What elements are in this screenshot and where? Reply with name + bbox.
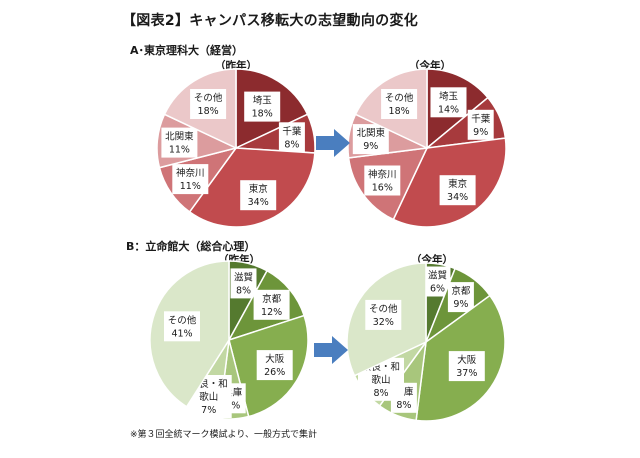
slice-label-box-a-this-0 [430,87,467,118]
slice-label-box-b-this-2 [448,351,485,382]
right-arrow-icon-1 [316,129,350,157]
pie-chart-b-last: 滋賀 8%京都 12%大阪 26%兵庫 6%奈良・和歌山 7%その他 41% [149,260,309,420]
slice-label-a-last-4: 北関東 11% [165,131,194,156]
slice-label-a-last-1: 千葉 8% [282,125,302,150]
slice-label-box-a-last-1 [278,122,305,153]
chart-title: 【図表2】キャンパス移転大の志望動向の変化 [122,13,419,29]
slice-label-box-a-last-3 [172,164,209,195]
slice-label-box-a-last-2 [240,180,277,211]
slice-label-a-last-3: 神奈川 11% [176,167,205,192]
slice-label-a-this-3: 神奈川 16% [368,169,397,194]
footnote: ※第３回全統マーク模試より、一般方式で集計 [130,430,318,440]
slice-label-box-b-last-2 [256,350,293,381]
slice-label-a-this-0: 埼玉 14% [438,90,459,115]
slice-label-a-this-4: 北関東 9% [357,127,386,152]
slice-label-box-b-this-5 [365,299,402,330]
slice-label-box-a-last-0 [244,91,281,122]
slice-label-b-this-5: その他 32% [369,303,398,328]
slice-label-box-a-this-5 [381,89,418,119]
slice-label-a-last-5: その他 18% [194,92,223,117]
slice-label-box-a-last-5 [190,89,227,119]
slice-label-b-last-0: 滋賀 8% [234,271,253,296]
section-b-title: B：立命館大（総合心理） [126,240,256,253]
slice-label-a-last-2: 東京 34% [248,183,269,208]
slice-label-box-b-last-0 [230,268,257,299]
slice-label-b-this-0: 滋賀 6% [428,270,447,295]
slice-label-box-a-this-4 [352,124,389,155]
slice-label-b-last-5: その他 41% [168,314,197,339]
slice-label-box-a-last-4 [161,127,198,158]
section-a-title: A･東京理科大（経営） [130,44,244,57]
slice-label-box-b-last-1 [253,289,290,320]
slice-label-a-this-1: 千葉 9% [471,113,491,138]
pie-chart-a-this: 埼玉 14% 千葉 9% 東京 34% 神奈川 16% 北関東 9% その他 18% [347,68,507,228]
slice-label-b-last-2: 大阪 26% [264,353,285,378]
slice-label-b-this-1: 京都 9% [451,285,471,310]
slice-label-b-this-2: 大阪 37% [456,354,477,379]
slice-label-box-a-this-3 [364,165,401,196]
slice-label-box-a-this-2 [439,175,476,206]
slice-label-box-b-last-5 [164,311,200,342]
pie-chart-a-last: 埼玉 18% 千葉 8% 東京 34% 神奈川 11% 北関東 11%その他 18% [156,68,316,228]
slice-label-a-this-5: その他 18% [385,92,414,117]
slice-label-a-last-0: 埼玉 18% [252,95,273,120]
slice-label-a-this-2: 東京 34% [447,178,468,203]
slice-label-box-a-this-1 [467,109,494,140]
slice-label-box-b-this-1 [447,282,474,313]
slice-label-b-last-1: 京都 12% [261,293,282,318]
arrows [314,129,350,364]
right-arrow-icon-2 [314,336,348,364]
